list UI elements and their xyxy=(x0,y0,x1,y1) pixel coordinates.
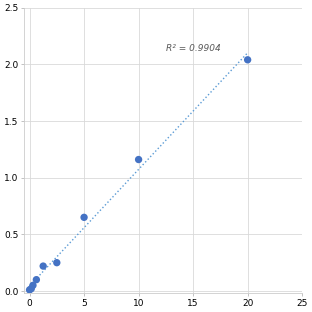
Point xyxy=(81,215,86,220)
Point xyxy=(27,287,32,292)
Point xyxy=(245,57,250,62)
Text: R² = 0.9904: R² = 0.9904 xyxy=(166,44,221,53)
Point xyxy=(136,157,141,162)
Point xyxy=(54,260,59,265)
Point xyxy=(31,283,36,288)
Point xyxy=(29,286,34,291)
Point xyxy=(41,264,46,269)
Point xyxy=(34,277,39,282)
